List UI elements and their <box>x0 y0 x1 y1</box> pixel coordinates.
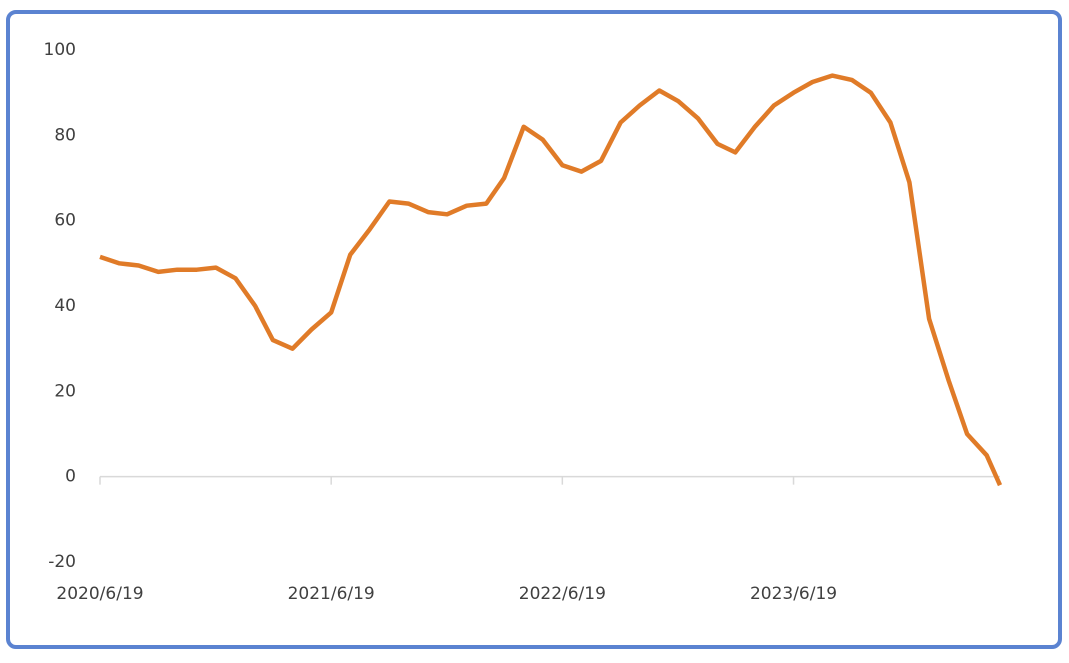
frame <box>6 10 1062 649</box>
y-tick-label: -20 <box>48 552 76 572</box>
x-tick-label: 2022/6/19 <box>519 584 606 604</box>
x-tick-label: 2023/6/19 <box>750 584 837 604</box>
y-tick-label: 40 <box>54 296 76 316</box>
x-tick-label: 2020/6/19 <box>56 584 143 604</box>
y-tick-label: 0 <box>65 467 76 487</box>
y-tick-label: 100 <box>44 40 76 60</box>
y-tick-label: 60 <box>54 211 76 231</box>
line <box>99 73 1003 487</box>
x-tick-label: 2021/6/19 <box>288 584 375 604</box>
y-tick-label: 80 <box>54 125 76 145</box>
y-tick-label: 20 <box>54 381 76 401</box>
